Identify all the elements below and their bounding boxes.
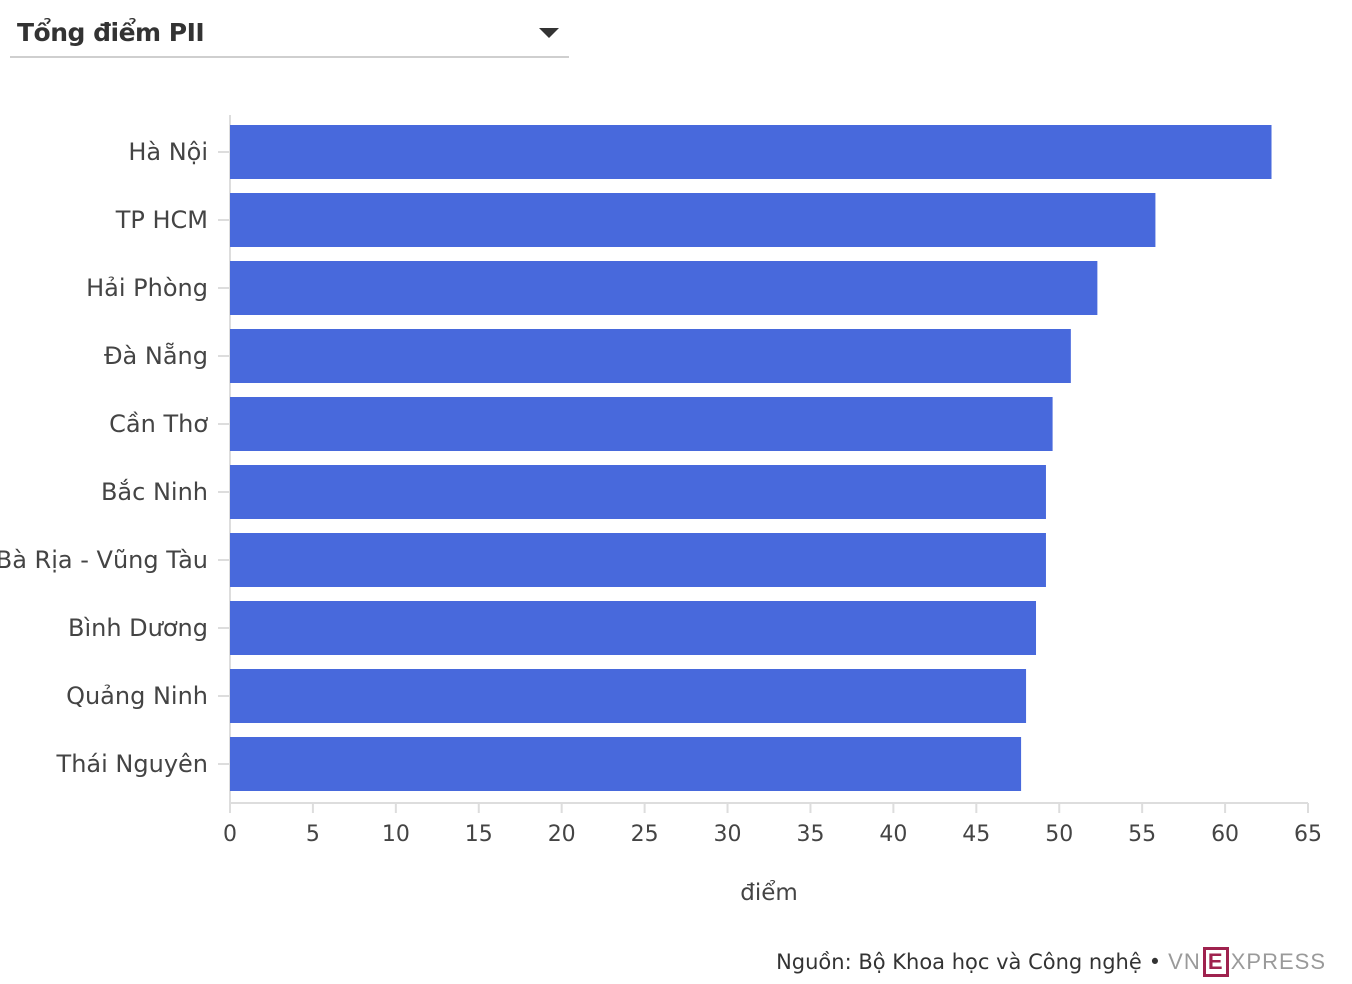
source-footer: Nguồn: Bộ Khoa học và Công nghệ • VN E X… [776,944,1326,980]
x-tick-label: 5 [306,822,320,847]
x-tick-label: 25 [631,822,659,847]
x-tick-label: 55 [1128,822,1156,847]
x-tick-label: 50 [1045,822,1073,847]
bar [230,261,1098,315]
metric-dropdown[interactable]: Tổng điểm PII [10,8,569,58]
source-text: Nguồn: Bộ Khoa học và Công nghệ [776,950,1142,974]
bar [230,669,1027,723]
brand-mid: E [1202,947,1229,977]
footer-separator: • [1148,950,1162,974]
category-label: Bắc Ninh [101,477,208,506]
brand-right: XPRESS [1230,949,1326,974]
x-tick-label: 45 [962,822,990,847]
bar [230,193,1156,247]
category-label: Cần Thơ [109,410,208,438]
vnexpress-logo: VN E XPRESS [1168,947,1326,977]
category-label: Hà Nội [128,138,208,166]
category-label: TP HCM [115,206,208,234]
metric-dropdown-label: Tổng điểm PII [17,18,205,47]
x-tick-label: 15 [465,822,493,847]
category-label: Hải Phòng [86,274,208,302]
bar [230,533,1046,587]
bar [230,125,1272,179]
x-tick-label: 30 [714,822,742,847]
x-tick-label: 0 [223,822,237,847]
x-tick-label: 60 [1211,822,1239,847]
bar [230,329,1071,383]
caret-down-icon[interactable] [539,28,559,38]
bar [230,737,1022,791]
x-tick-label: 65 [1294,822,1322,847]
x-tick-label: 35 [796,822,824,847]
x-axis-title: điểm [740,880,798,906]
x-tick-label: 10 [382,822,410,847]
bar [230,465,1046,519]
category-label: Bình Dương [68,614,208,642]
bar [230,397,1053,451]
category-label: Thái Nguyên [56,750,208,778]
x-tick-label: 20 [548,822,576,847]
category-label: Đà Nẵng [104,341,208,370]
bar-chart: Hà Nội TP HCM Hải Phòng Đà Nẵng Cần Thơ Bắc N… [0,115,1322,906]
bar [230,601,1037,655]
brand-left: VN [1168,949,1201,974]
category-label: Quảng Ninh [66,682,208,710]
category-label: Bà Rịa - Vũng Tàu [0,546,208,574]
x-tick-label: 40 [879,822,907,847]
